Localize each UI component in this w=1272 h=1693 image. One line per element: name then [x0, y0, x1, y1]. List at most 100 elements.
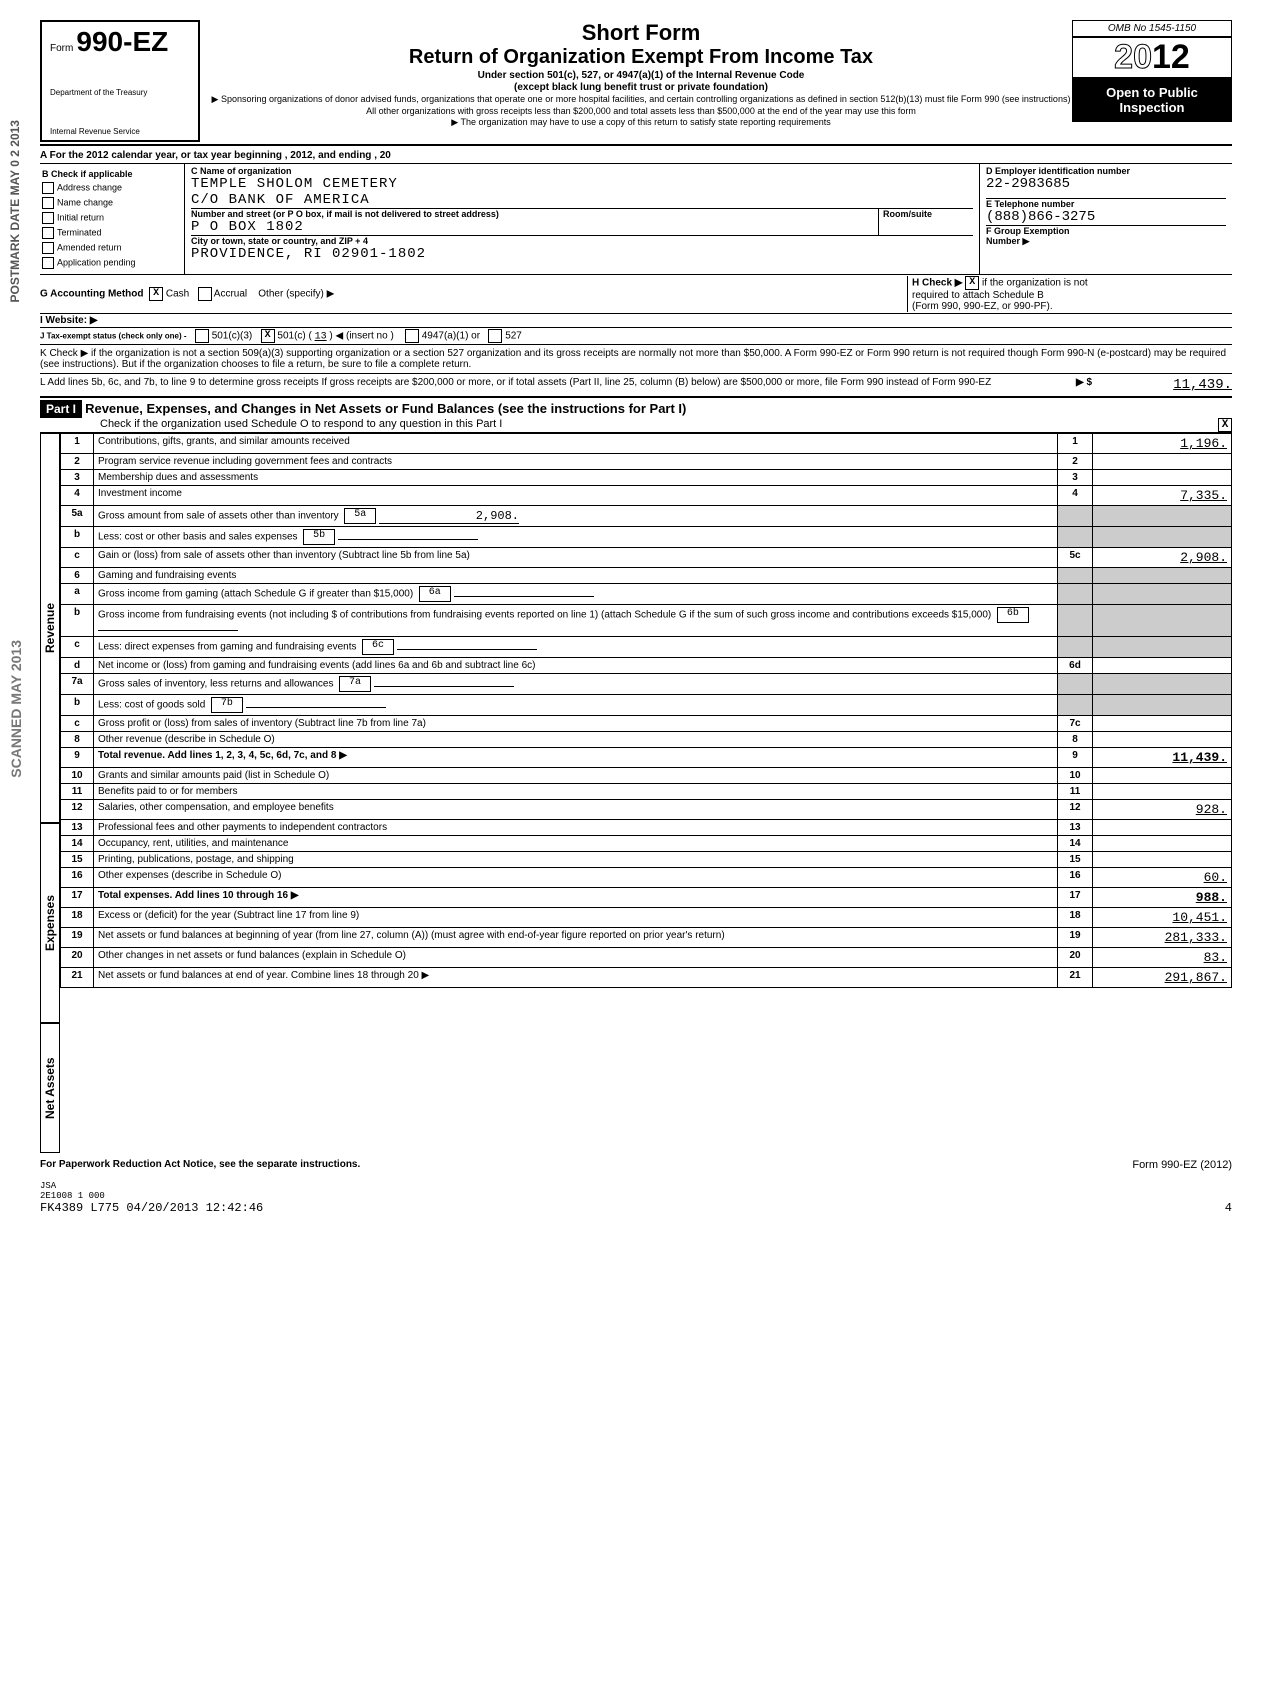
r4-desc: Investment income	[94, 486, 1058, 506]
r9-no: 9	[61, 748, 94, 768]
row-14: 14 Occupancy, rent, utilities, and maint…	[61, 836, 1232, 852]
group-label2: Number ▶	[986, 236, 1226, 247]
vlabel-revenue: Revenue	[40, 433, 60, 823]
r7b-shade	[1058, 695, 1093, 716]
omb-number: OMB No 1545-1150	[1072, 20, 1232, 37]
r7a-ibox: 7a	[339, 676, 371, 692]
row-15: 15 Printing, publications, postage, and …	[61, 852, 1232, 868]
r20-desc: Other changes in net assets or fund bala…	[94, 948, 1058, 968]
r6b-no: b	[61, 605, 94, 637]
cb-initial-return[interactable]	[42, 212, 54, 224]
cb-terminated[interactable]	[42, 227, 54, 239]
cb-label-3: Terminated	[57, 227, 102, 237]
cb-501c[interactable]: X	[261, 329, 275, 343]
right-box: OMB No 1545-1150 2012 Open to Public Ins…	[1072, 20, 1232, 122]
scanned-stamp: SCANNED MAY 2013	[8, 640, 24, 778]
r19-desc: Net assets or fund balances at beginning…	[94, 928, 1058, 948]
r18-box: 18	[1058, 908, 1093, 928]
r6b-desc: Gross income from fundraising events (no…	[94, 605, 1058, 637]
year-suffix: 12	[1152, 38, 1190, 76]
row-8: 8 Other revenue (describe in Schedule O)…	[61, 732, 1232, 748]
r21-no: 21	[61, 968, 94, 988]
year-prefix: 20	[1114, 38, 1152, 76]
r3-no: 3	[61, 470, 94, 486]
r12-desc: Salaries, other compensation, and employ…	[94, 800, 1058, 820]
row-13: 13 Professional fees and other payments …	[61, 820, 1232, 836]
r10-amt	[1093, 768, 1232, 784]
527-label: 527	[505, 331, 522, 342]
city-label: City or town, state or country, and ZIP …	[191, 236, 973, 246]
group-label: F Group Exemption	[986, 226, 1226, 236]
r6c-shade	[1058, 637, 1093, 658]
cb-cash[interactable]: X	[149, 287, 163, 301]
cb-501c3[interactable]	[195, 329, 209, 343]
cb-app-pending[interactable]	[42, 257, 54, 269]
stamp-area: JSA 2E1008 1 000 FK4389 L775 04/20/2013 …	[40, 1181, 1232, 1215]
4947-label: 4947(a)(1) or	[422, 331, 480, 342]
cb-h[interactable]: X	[965, 276, 979, 290]
r6c-ibox: 6c	[362, 639, 394, 655]
row-5c: c Gain or (loss) from sale of assets oth…	[61, 548, 1232, 568]
l-arrow: ▶ $	[1052, 377, 1092, 393]
r5c-no: c	[61, 548, 94, 568]
vlabel-expenses: Expenses	[40, 823, 60, 1023]
r17-desc: Total expenses. Add lines 10 through 16 …	[94, 888, 1058, 908]
org-name-label: C Name of organization	[191, 166, 973, 176]
page-no: 4	[1225, 1201, 1232, 1215]
cb-schedule-o[interactable]: X	[1218, 418, 1232, 432]
r7c-no: c	[61, 716, 94, 732]
cb-address-change[interactable]	[42, 182, 54, 194]
r1-box: 1	[1058, 434, 1093, 454]
r1-desc: Contributions, gifts, grants, and simila…	[94, 434, 1058, 454]
cb-label-1: Name change	[57, 197, 113, 207]
part1-table: 1 Contributions, gifts, grants, and simi…	[60, 433, 1232, 988]
r16-box: 16	[1058, 868, 1093, 888]
room-label: Room/suite	[883, 209, 973, 219]
r6b-desc-text: Gross income from fundraising events (no…	[98, 610, 991, 621]
r7a-desc: Gross sales of inventory, less returns a…	[94, 674, 1058, 695]
r6a-desc: Gross income from gaming (attach Schedul…	[94, 584, 1058, 605]
r13-amt	[1093, 820, 1232, 836]
r21-amt: 291,867.	[1093, 968, 1232, 988]
org-careof: C/O BANK OF AMERICA	[191, 192, 973, 208]
r14-desc: Occupancy, rent, utilities, and maintena…	[94, 836, 1058, 852]
r6a-ibox: 6a	[419, 586, 451, 602]
row-4: 4 Investment income 4 7,335.	[61, 486, 1232, 506]
r7c-box: 7c	[1058, 716, 1093, 732]
cb-amended[interactable]	[42, 242, 54, 254]
cb-name-change[interactable]	[42, 197, 54, 209]
row-6c: c Less: direct expenses from gaming and …	[61, 637, 1232, 658]
cb-4947[interactable]	[405, 329, 419, 343]
r5a-iamt: 2,908.	[379, 509, 519, 524]
cb-527[interactable]	[488, 329, 502, 343]
part1-header: Part I Revenue, Expenses, and Changes in…	[40, 398, 1232, 433]
l-amount: 11,439.	[1092, 377, 1232, 393]
cb-accrual[interactable]	[198, 287, 212, 301]
r16-no: 16	[61, 868, 94, 888]
subtitle-2: (except black lung benefit trust or priv…	[210, 82, 1072, 93]
section-bcdef: B Check if applicable Address change Nam…	[40, 164, 1232, 275]
line-k: K Check ▶ if the organization is not a s…	[40, 345, 1232, 374]
r12-amt: 928.	[1093, 800, 1232, 820]
open-to-public: Open to Public Inspection	[1072, 78, 1232, 122]
cb-label-2: Initial return	[57, 212, 104, 222]
r5c-amt: 2,908.	[1093, 548, 1232, 568]
r6b-shade	[1058, 605, 1093, 637]
r2-desc: Program service revenue including govern…	[94, 454, 1058, 470]
r15-desc: Printing, publications, postage, and shi…	[94, 852, 1058, 868]
r8-desc: Other revenue (describe in Schedule O)	[94, 732, 1058, 748]
r18-amt: 10,451.	[1093, 908, 1232, 928]
r20-box: 20	[1058, 948, 1093, 968]
row-12: 12 Salaries, other compensation, and emp…	[61, 800, 1232, 820]
r3-amt	[1093, 470, 1232, 486]
row-5b: b Less: cost or other basis and sales ex…	[61, 527, 1232, 548]
r21-desc: Net assets or fund balances at end of ye…	[94, 968, 1058, 988]
r10-no: 10	[61, 768, 94, 784]
r17-amt: 988.	[1093, 888, 1232, 908]
r7b-desc: Less: cost of goods sold 7b	[94, 695, 1058, 716]
r6d-no: d	[61, 658, 94, 674]
dept-irs: Internal Revenue Service	[50, 127, 190, 136]
r6b-shade2	[1093, 605, 1232, 637]
row-6d: d Net income or (loss) from gaming and f…	[61, 658, 1232, 674]
r9-box: 9	[1058, 748, 1093, 768]
